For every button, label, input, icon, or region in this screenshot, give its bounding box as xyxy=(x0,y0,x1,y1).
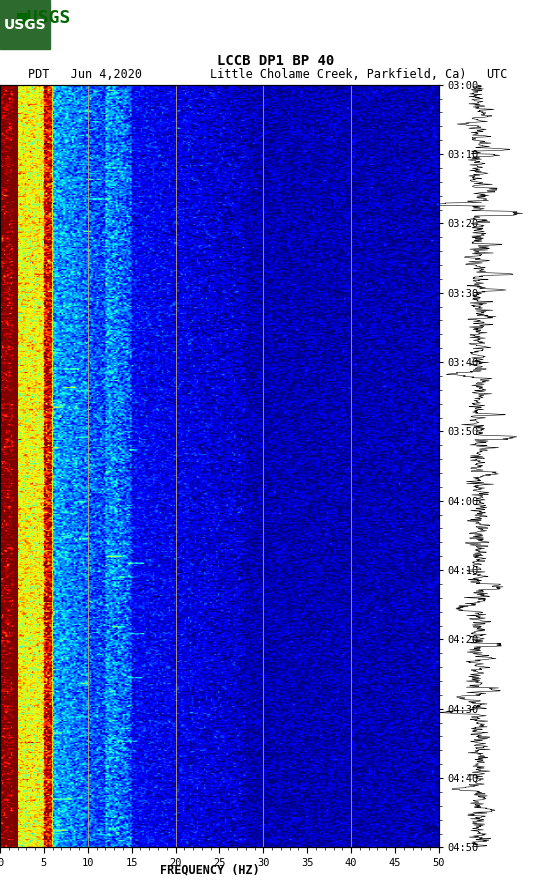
Text: USGS: USGS xyxy=(3,18,46,31)
Text: ■USGS: ■USGS xyxy=(17,8,71,26)
Text: LCCB DP1 BP 40: LCCB DP1 BP 40 xyxy=(217,54,335,69)
Text: Little Cholame Creek, Parkfield, Ca): Little Cholame Creek, Parkfield, Ca) xyxy=(210,68,466,81)
Text: UTC: UTC xyxy=(486,68,507,81)
Text: PDT   Jun 4,2020: PDT Jun 4,2020 xyxy=(28,68,142,81)
Bar xyxy=(0,0,50,49)
Text: FREQUENCY (HZ): FREQUENCY (HZ) xyxy=(160,863,259,876)
